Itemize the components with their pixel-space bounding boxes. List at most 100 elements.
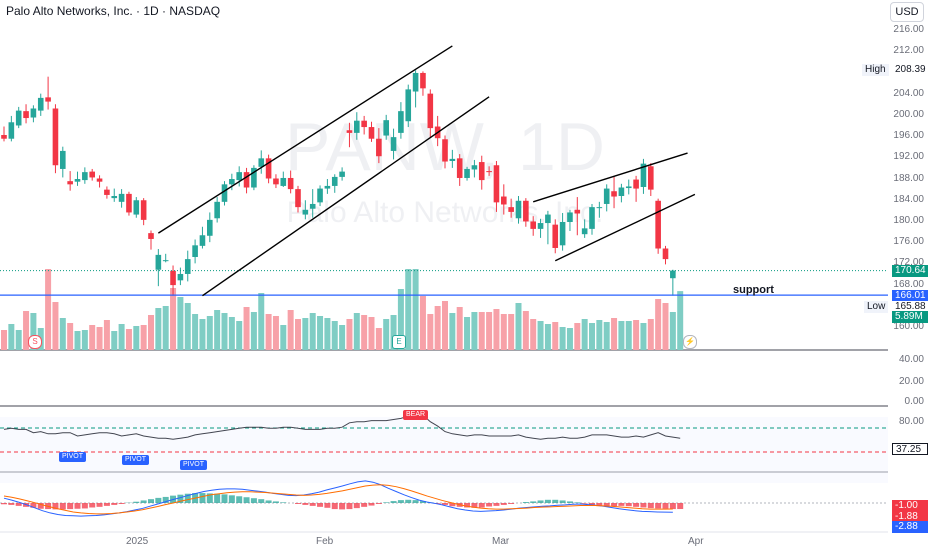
candle-body: [398, 111, 404, 133]
macd-histogram-bar: [244, 497, 250, 503]
candle-body: [538, 223, 544, 229]
volume-bar: [170, 288, 176, 350]
macd-histogram-bar: [618, 503, 624, 506]
time-label: Mar: [492, 536, 509, 547]
signal-line: [4, 485, 673, 514]
time-label: Apr: [688, 536, 704, 547]
volume-axis-tick: 40.00: [899, 354, 924, 365]
volume-bar: [369, 317, 375, 350]
symbol-title[interactable]: Palo Alto Networks, Inc. · 1D · NASDAQ: [6, 4, 220, 18]
macd-histogram-bar: [545, 500, 551, 503]
volume-bar: [663, 303, 669, 350]
candle-body: [244, 172, 250, 187]
price-axis-tick: 180.00: [893, 215, 924, 226]
volume-bar: [16, 330, 22, 350]
oscillator-pane: [0, 414, 888, 483]
volume-bar: [376, 328, 382, 350]
volume-bar: [655, 299, 661, 350]
low-label-tag: Low: [864, 301, 888, 313]
price-axis-tick: 200.00: [893, 109, 924, 120]
macd-histogram-bar: [354, 503, 360, 508]
volume-bar: [523, 311, 529, 350]
candle-body: [31, 108, 37, 117]
volume-bar: [104, 320, 110, 350]
candle-body: [207, 220, 213, 236]
macd-histogram-bar: [295, 503, 301, 504]
macd-histogram-bar: [111, 503, 117, 505]
price-axis-tick: 212.00: [893, 45, 924, 56]
macd-histogram-bar: [567, 501, 573, 503]
time-label: Feb: [316, 536, 333, 547]
volume-bar: [633, 320, 639, 350]
volume-bar: [126, 329, 132, 350]
volume-bar: [8, 324, 14, 350]
volume-bar: [582, 319, 588, 350]
osc-axis-tick: 80.00: [899, 416, 924, 427]
macd-histogram-bar: [486, 503, 492, 507]
volume-bar: [479, 312, 485, 350]
macd-histogram-bar: [582, 503, 588, 504]
macd-histogram-bar: [640, 503, 646, 507]
candle-body: [589, 207, 595, 229]
candle-body: [597, 207, 603, 208]
volume-bar: [295, 319, 301, 350]
pivot-label: PIVOT: [59, 452, 86, 462]
volume-bar: [501, 314, 507, 350]
volume-bar: [538, 321, 544, 350]
macd-histogram-bar: [391, 501, 397, 503]
volume-bar: [435, 306, 441, 350]
macd-histogram-bar: [493, 503, 499, 506]
volume-bar: [229, 317, 235, 350]
volume-bar: [317, 316, 323, 350]
candle-body: [141, 200, 147, 220]
volume-bar: [119, 324, 125, 350]
currency-button[interactable]: USD: [890, 2, 924, 22]
macd-histogram-bar: [398, 500, 404, 503]
candle-body: [464, 169, 470, 178]
macd-histogram-bar: [302, 503, 308, 505]
candle-body: [222, 184, 228, 202]
earnings-badge[interactable]: E: [392, 335, 406, 349]
candle-body: [310, 204, 316, 209]
high-value-tag: 208.39: [892, 64, 929, 76]
volume-bar: [258, 293, 264, 350]
candle-body: [405, 89, 411, 121]
candle-body: [67, 181, 73, 184]
macd-histogram-bar: [369, 503, 375, 506]
split-badge[interactable]: S: [28, 335, 42, 349]
macd-histogram-bar: [82, 503, 88, 508]
macd-histogram-bar: [280, 502, 286, 503]
candle-body: [545, 215, 551, 223]
volume-bar: [111, 331, 117, 350]
volume-bar: [516, 303, 522, 350]
macd-histogram-bar: [663, 503, 669, 509]
candle-body: [303, 210, 309, 215]
volume-bar: [552, 322, 558, 350]
macd-histogram-bar: [8, 503, 14, 505]
candle-body: [428, 94, 434, 128]
volume-bar: [302, 318, 308, 350]
volume-bar: [273, 316, 279, 350]
macd-histogram-bar: [104, 503, 110, 506]
candle-body: [508, 207, 514, 212]
lightning-icon[interactable]: ⚡: [683, 335, 697, 349]
macd-pane: [0, 481, 888, 516]
volume-bar: [207, 316, 213, 350]
macd-histogram-bar: [155, 498, 161, 503]
candle-body: [655, 201, 661, 249]
candle-body: [486, 171, 492, 172]
macd-histogram-bar: [258, 499, 264, 503]
candle-body: [347, 130, 353, 133]
candle-body: [582, 228, 588, 234]
price-axis-tick: 168.00: [893, 279, 924, 290]
macd-histogram-bar: [214, 494, 220, 503]
candle-body: [97, 179, 103, 182]
macd-histogram-bar: [574, 502, 580, 503]
support-label[interactable]: support: [733, 284, 774, 296]
volume-bar: [574, 323, 580, 350]
candle-body: [479, 162, 485, 180]
candle-body: [236, 172, 242, 180]
price-axis-tick: 216.00: [893, 24, 924, 35]
price-axis-tick: 196.00: [893, 130, 924, 141]
